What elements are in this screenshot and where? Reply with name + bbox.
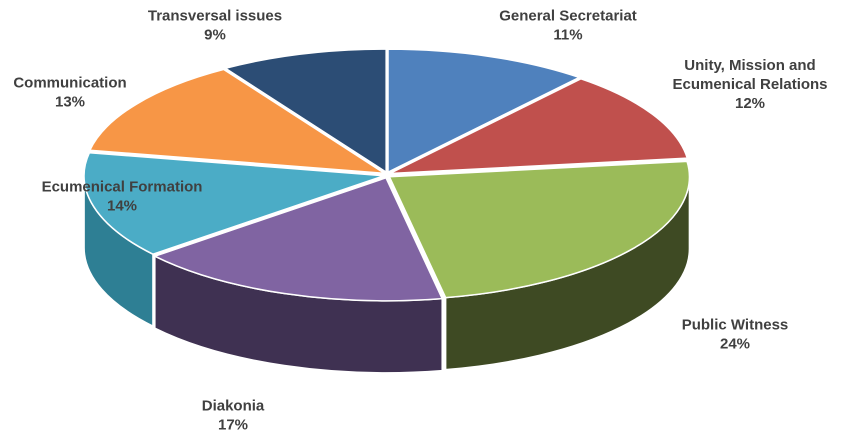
slice-label-public-witness: Public Witness 24%	[682, 317, 789, 353]
slice-name: General Secretariat	[499, 8, 637, 25]
slice-percent: 14%	[107, 198, 137, 215]
slice-percent: 24%	[720, 336, 750, 353]
slice-name: Ecumenical Formation	[42, 179, 203, 196]
slice-name: Ecumenical Relations	[672, 76, 827, 93]
slice-label-unity-mission-and-ecumenical-relations: Unity, Mission and Ecumenical Relations 12…	[672, 57, 827, 112]
pie-tops	[83, 48, 691, 302]
pie-slice-ecumenical-formation	[83, 151, 385, 255]
slice-percent: 12%	[735, 95, 765, 112]
slice-label-ecumenical-formation: Ecumenical Formation 14%	[42, 179, 203, 215]
pie-slice-general-secretariat	[387, 48, 580, 173]
slice-label-general-secretariat: General Secretariat 11%	[499, 8, 637, 44]
slice-percent: 11%	[553, 27, 582, 44]
slice-name: Public Witness	[682, 317, 789, 334]
slice-percent: 9%	[204, 27, 226, 44]
slice-name: Transversal issues	[148, 8, 282, 25]
slice-percent: 17%	[218, 417, 248, 434]
slice-label-transversal-issues: Transversal issues 9%	[148, 8, 282, 44]
pie-slice-public-witness	[388, 160, 691, 299]
slice-name: Diakonia	[202, 398, 265, 415]
pie-slice-transversal-issues	[224, 48, 387, 173]
slice-label-diakonia: Diakonia 17%	[202, 398, 265, 434]
slice-name: Unity, Mission and	[684, 57, 815, 74]
slice-percent: 13%	[55, 94, 85, 111]
slice-name: Communication	[13, 75, 126, 92]
pie-slice-communication	[89, 68, 386, 175]
slice-label-communication: Communication 13%	[13, 75, 126, 111]
pie-slice-unity-mission-and-ecumenical-relations	[388, 78, 689, 175]
pie-slice-diakonia	[154, 177, 443, 302]
pie-labels: General Secretariat 11% Unity, Mission and…	[13, 8, 827, 434]
